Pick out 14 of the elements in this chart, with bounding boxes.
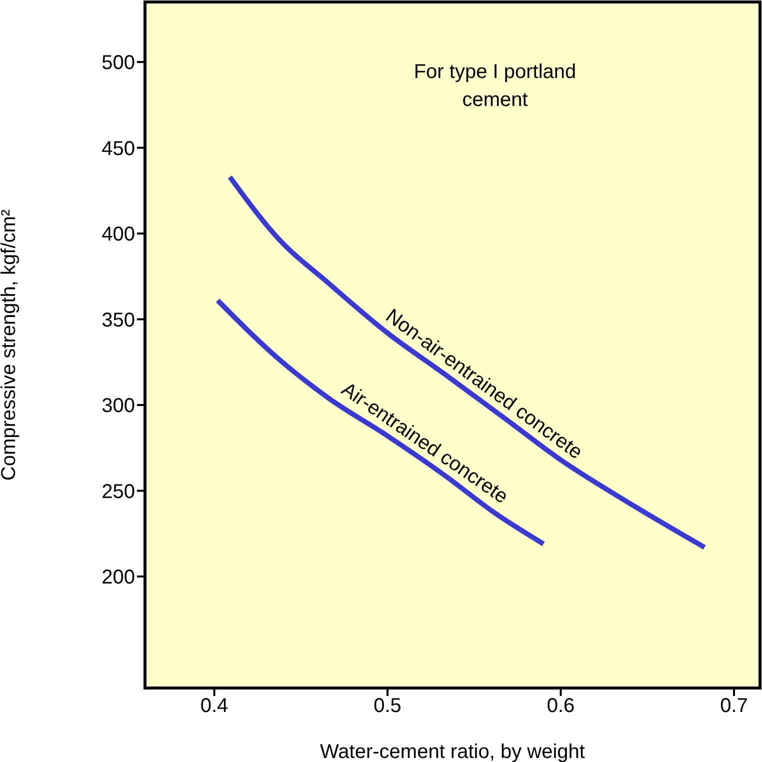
x-tick-label: 0.5	[374, 695, 402, 718]
x-axis-title: Water-cement ratio, by weight	[320, 741, 586, 762]
y-tick-label: 250	[102, 480, 135, 503]
y-tick-label: 450	[102, 138, 135, 160]
y-tick-label: 500	[102, 52, 135, 74]
x-tick-label: 0.6	[546, 695, 575, 718]
y-axis-title: Compressive strength, kgf/cm²	[0, 209, 20, 481]
y-tick-label: 350	[102, 309, 135, 332]
x-tick-label: 0.7	[720, 695, 748, 718]
x-tick-label: 0.4	[200, 695, 228, 718]
y-tick-label: 200	[102, 566, 135, 589]
y-tick-label: 400	[102, 224, 135, 246]
y-tick-label: 300	[102, 395, 135, 418]
annotation: For type I portland cement	[412, 60, 578, 113]
